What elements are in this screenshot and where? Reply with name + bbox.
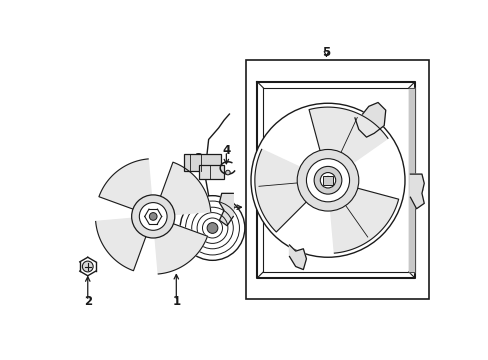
Polygon shape: [408, 88, 414, 272]
Text: 7: 7: [415, 188, 423, 201]
Polygon shape: [154, 221, 207, 274]
Polygon shape: [289, 245, 306, 270]
Text: 3: 3: [194, 152, 203, 165]
Text: 2: 2: [83, 294, 92, 308]
Polygon shape: [354, 103, 385, 137]
Text: 5: 5: [322, 46, 330, 59]
Circle shape: [139, 203, 167, 230]
Text: 4: 4: [222, 144, 230, 157]
Polygon shape: [308, 107, 387, 165]
Polygon shape: [99, 159, 152, 212]
Polygon shape: [254, 149, 308, 232]
Circle shape: [207, 222, 218, 233]
Bar: [323, 176, 332, 185]
Circle shape: [149, 213, 157, 220]
Polygon shape: [409, 174, 424, 209]
Bar: [199, 165, 224, 179]
Polygon shape: [158, 162, 210, 215]
Circle shape: [313, 166, 341, 194]
Circle shape: [131, 195, 174, 238]
Circle shape: [82, 261, 93, 272]
Circle shape: [225, 170, 230, 175]
Text: 6: 6: [225, 201, 234, 214]
Circle shape: [297, 149, 358, 211]
Polygon shape: [96, 218, 148, 271]
Circle shape: [320, 172, 335, 188]
Circle shape: [180, 196, 244, 260]
Polygon shape: [219, 193, 233, 226]
Circle shape: [324, 176, 331, 184]
Polygon shape: [330, 187, 398, 253]
Circle shape: [250, 103, 404, 257]
Bar: [183, 154, 221, 171]
Bar: [245, 60, 428, 299]
Text: 1: 1: [172, 294, 180, 308]
Circle shape: [306, 159, 349, 202]
